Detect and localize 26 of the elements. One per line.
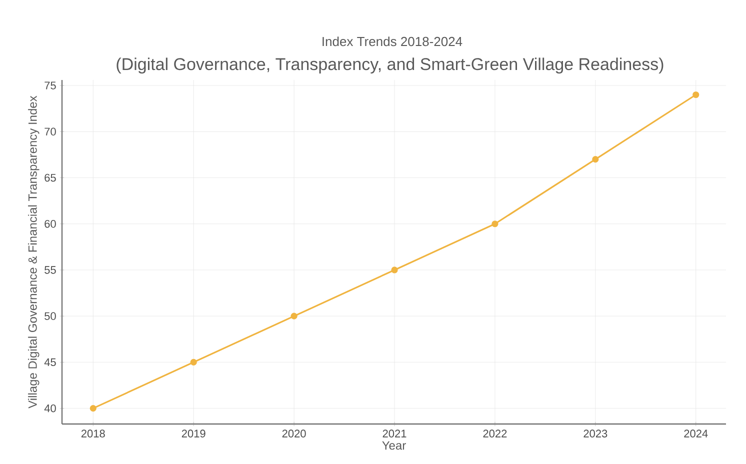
chart-title: Index Trends 2018-2024 xyxy=(322,36,462,46)
y-tick-label: 70 xyxy=(44,128,56,136)
point xyxy=(190,358,197,366)
x-tick-label: 2023 xyxy=(584,430,608,438)
y-axis-title: Village Digital Governance & Financial Transparency Index xyxy=(28,96,40,408)
x-tick-label: 2018 xyxy=(81,430,105,438)
y-tick-label: 45 xyxy=(44,358,56,366)
point xyxy=(692,91,700,98)
y-tick-label: 50 xyxy=(44,312,56,320)
x-tick-label: 2021 xyxy=(382,430,406,438)
y-tick-label: 55 xyxy=(44,266,56,274)
point xyxy=(290,312,298,320)
point xyxy=(592,156,599,163)
x-tick-label: 2022 xyxy=(483,430,507,438)
x-axis-title: Year xyxy=(382,441,406,450)
y-tick-label: 65 xyxy=(44,174,56,182)
point xyxy=(391,266,398,274)
point xyxy=(492,220,498,228)
y-tick-label: 75 xyxy=(44,82,56,90)
point xyxy=(90,405,96,412)
x-tick-label: 2019 xyxy=(182,430,206,438)
x-tick-label: 2024 xyxy=(684,430,708,438)
y-tick-label: 60 xyxy=(44,220,56,228)
y-tick-label: 40 xyxy=(44,404,56,412)
x-tick-label: 2020 xyxy=(282,430,306,438)
chart-subtitle: (Digital Governance, Transparency, and Smart-Green Village Readiness) xyxy=(116,58,664,74)
